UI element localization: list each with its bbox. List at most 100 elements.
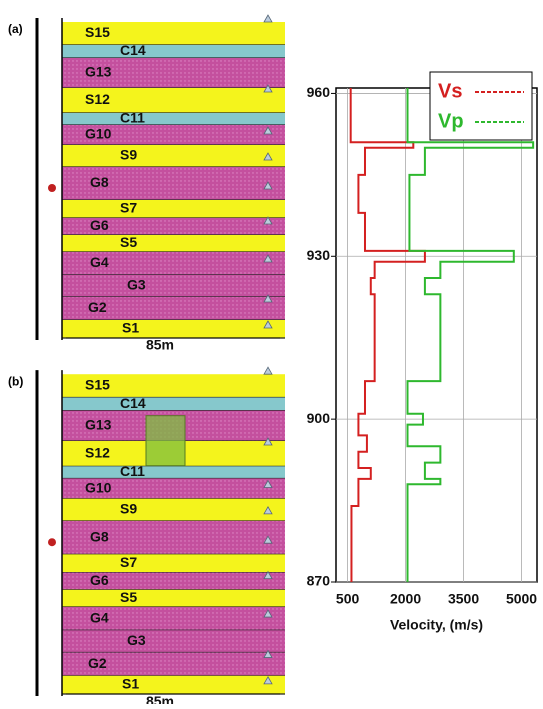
- receiver: [263, 14, 273, 23]
- layer-label: S5: [120, 234, 137, 250]
- layer: [62, 374, 285, 398]
- layer-label: S9: [120, 147, 137, 163]
- legend-label: Vs: [438, 80, 462, 102]
- layer-label: S12: [85, 91, 110, 107]
- layer: [62, 22, 285, 45]
- source: [48, 538, 56, 547]
- layer-label: G8: [90, 174, 109, 190]
- layer: [62, 606, 285, 631]
- receiver: [263, 366, 273, 375]
- layer: [62, 320, 285, 338]
- layer-label: G3: [127, 277, 146, 293]
- layer-label: S15: [85, 377, 110, 393]
- layer-label: C11: [120, 110, 145, 126]
- layer-label: C14: [120, 395, 146, 411]
- layer-label: G4: [90, 254, 109, 270]
- layer-label: G3: [127, 632, 146, 648]
- layer: [62, 252, 285, 275]
- x-tick-label: 3500: [448, 591, 479, 607]
- legend-box: [429, 71, 533, 141]
- layer-label: G4: [90, 609, 109, 625]
- layer-label: G2: [88, 299, 107, 315]
- layer: [62, 675, 285, 695]
- receiver: [263, 437, 273, 446]
- layer: [62, 58, 285, 88]
- layer-label: S12: [85, 444, 110, 460]
- highlight-box: [145, 415, 186, 467]
- layer: [62, 45, 285, 58]
- layer-label: G10: [85, 479, 112, 495]
- receiver: [263, 181, 273, 190]
- layer: [62, 630, 285, 653]
- x-axis-label: Velocity, (m/s): [390, 617, 483, 633]
- layer: [62, 167, 285, 200]
- receiver: [263, 535, 273, 544]
- layer-label: C14: [120, 42, 146, 58]
- layer-label: G13: [85, 64, 112, 80]
- layer-label: S7: [120, 554, 137, 570]
- layer: [62, 297, 285, 320]
- y-tick-label: 870: [307, 573, 331, 589]
- receiver: [263, 216, 273, 225]
- x-tick-label: 5000: [506, 591, 537, 607]
- receiver: [263, 479, 273, 488]
- receiver: [263, 506, 273, 515]
- layer: [62, 125, 285, 145]
- receiver: [263, 254, 273, 263]
- layer: [62, 572, 285, 590]
- receiver: [263, 84, 273, 93]
- velocity-line: [349, 88, 426, 582]
- panel-label: (a): [8, 22, 23, 36]
- layer: [62, 554, 285, 573]
- layer-label: G13: [85, 417, 112, 433]
- x-tick-label: 2000: [390, 591, 421, 607]
- layer: [62, 589, 285, 607]
- plot-area: [335, 87, 538, 583]
- layer: [62, 235, 285, 252]
- receiver: [263, 152, 273, 161]
- y-tick-label: 960: [307, 84, 331, 100]
- layer: [62, 466, 285, 479]
- layer: [62, 520, 285, 555]
- velocity-chart: 870 900 930 960 500 2000 3500 5000 Velocity, (m/…: [307, 71, 538, 633]
- receiver: [263, 570, 273, 580]
- receiver: [263, 676, 273, 685]
- y-tick-label: 900: [307, 410, 331, 426]
- layer: [62, 113, 285, 125]
- receiver: [263, 126, 273, 135]
- scale-label: 85m: [146, 693, 174, 704]
- layer-label: S5: [120, 589, 137, 605]
- layer: [62, 218, 285, 235]
- layer: [62, 397, 285, 411]
- y-tick-label: 930: [307, 247, 331, 263]
- receiver: [263, 320, 273, 329]
- layer-label: S7: [120, 200, 137, 216]
- velocity-line: [406, 88, 535, 582]
- receiver: [263, 649, 273, 658]
- layer-label: G10: [85, 126, 112, 142]
- scale-label: 85m: [146, 337, 174, 353]
- layer-label: G2: [88, 655, 107, 671]
- layer-label: S15: [85, 24, 110, 40]
- layer: [62, 88, 285, 113]
- receiver: [263, 294, 273, 303]
- layer-label: G6: [90, 572, 109, 588]
- layer-label: C11: [120, 463, 145, 479]
- layer: [62, 498, 285, 521]
- layer: [62, 652, 285, 676]
- layer: [62, 145, 285, 167]
- layer-label: S1: [122, 676, 139, 692]
- layer-label: G8: [90, 528, 109, 544]
- layer: [62, 275, 285, 297]
- layer: [62, 478, 285, 499]
- x-tick-label: 500: [336, 591, 360, 607]
- receiver: [263, 609, 273, 618]
- source: [48, 184, 56, 192]
- layer-label: S1: [122, 320, 139, 336]
- panel-label: (b): [8, 374, 23, 388]
- layer-label: G6: [90, 217, 109, 233]
- legend-label: Vp: [438, 110, 464, 132]
- layer-label: S9: [120, 501, 137, 517]
- layer-panels: (a) S15 C14 G13 S12 C11 G10 S9 G8 S7 G6 S5 G4 G3 G2 S1 8…: [8, 14, 285, 709]
